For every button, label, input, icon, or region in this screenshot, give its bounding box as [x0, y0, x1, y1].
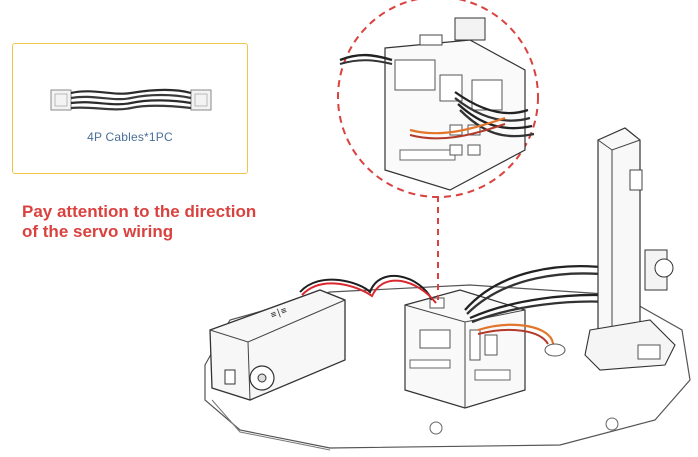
parts-box: 4P Cables*1PC	[12, 43, 248, 174]
servo-wiring-note: Pay attention to the direction of the se…	[22, 202, 322, 242]
camera-mount-icon	[584, 127, 676, 371]
servo-icon: ≡|≡	[209, 289, 346, 401]
zoomed-board	[339, 17, 535, 191]
control-board-icon	[404, 289, 526, 409]
note-line-2: of the servo wiring	[22, 222, 174, 241]
note-line-1: Pay attention to the direction	[22, 202, 257, 221]
parts-label: 4P Cables*1PC	[87, 130, 173, 144]
4p-cable-icon	[50, 88, 212, 111]
